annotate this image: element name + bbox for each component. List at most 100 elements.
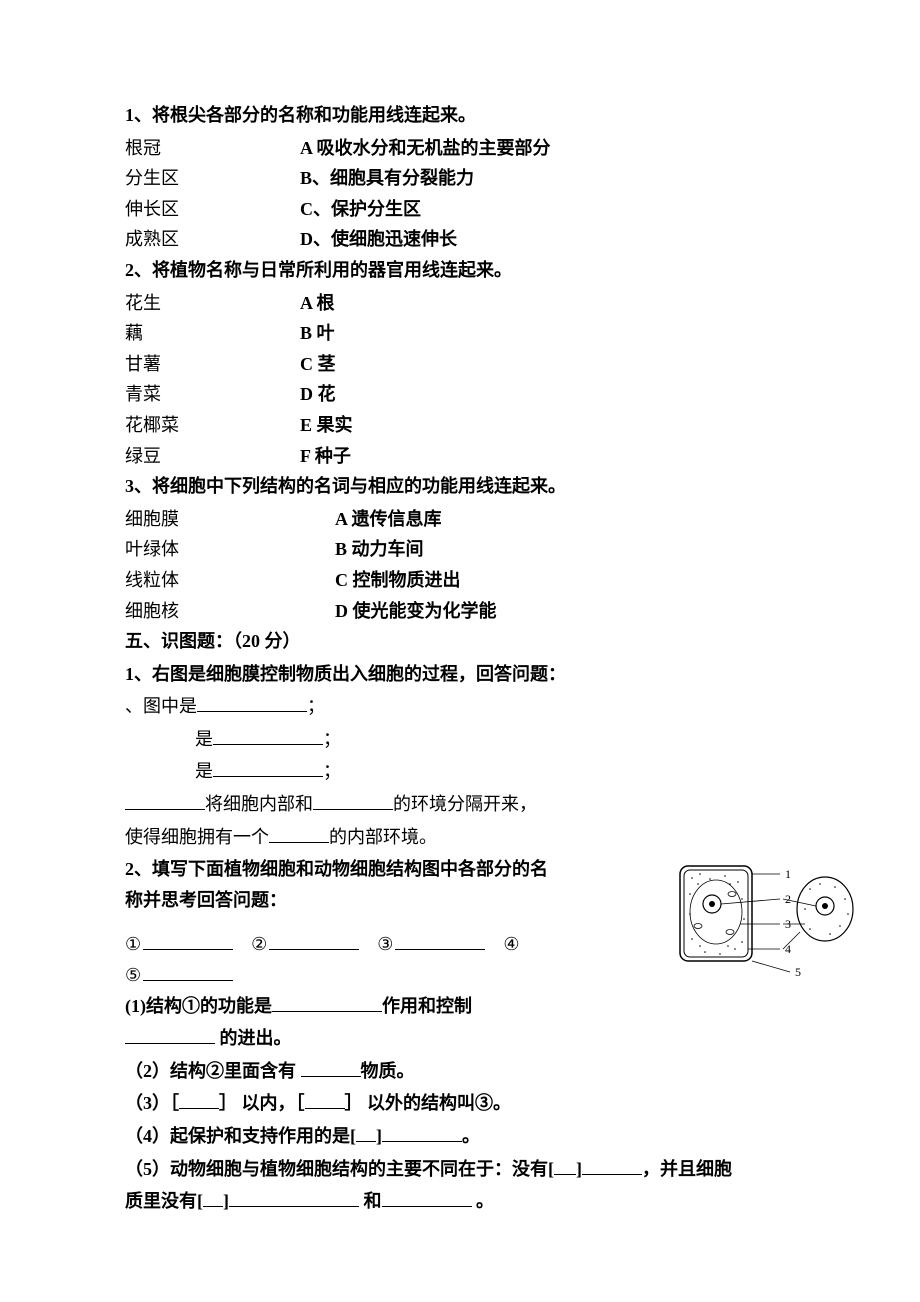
q1-right-2: C、保护分生区 <box>300 194 795 225</box>
label-2: 2 <box>785 892 791 906</box>
blank-field[interactable] <box>382 1124 462 1142</box>
q2-left-0: 花生 <box>125 288 300 319</box>
diag1-line2: 是； <box>125 724 795 755</box>
diag1-part2c: 使得细胞拥有一个 <box>125 827 269 847</box>
diag1-line1-b: 是 <box>179 696 197 716</box>
q2-right-2: C 茎 <box>300 349 795 380</box>
blank-field[interactable] <box>213 759 323 777</box>
label-3: 3 <box>785 917 791 931</box>
blank-field[interactable] <box>143 932 233 950</box>
blank-field[interactable] <box>125 792 205 810</box>
diag2-sub1-line2: 的进出。 <box>125 1023 795 1054</box>
diag2-sub4c: 。 <box>462 1126 480 1146</box>
circled-3: ③ <box>377 929 393 960</box>
blank-field[interactable] <box>213 727 323 745</box>
q2-right-0: A 根 <box>300 288 795 319</box>
q1-left-0: 根冠 <box>125 133 300 164</box>
diag2-sub5d: 质里没有[ <box>125 1191 203 1211</box>
q1-row-2: 伸长区 C、保护分生区 <box>125 194 795 225</box>
cell-diagram-svg: 1 2 3 4 5 <box>670 854 870 989</box>
blank-field[interactable] <box>313 792 393 810</box>
q1-row-3: 成熟区 D、使细胞迅速伸长 <box>125 224 795 255</box>
diag2-sub5g: 。 <box>472 1191 495 1211</box>
q3-right-2: C 控制物质进出 <box>335 565 795 596</box>
label-1: 1 <box>785 867 791 881</box>
q3-right-1: B 动力车间 <box>335 534 795 565</box>
diag2-sub3a: （3）［ <box>125 1093 179 1113</box>
semicolon: ； <box>323 729 341 749</box>
circled-2: ② <box>251 929 267 960</box>
q1-right-3: D、使细胞迅速伸长 <box>300 224 795 255</box>
diag1-part2b: 的环境分隔开来， <box>393 794 537 814</box>
q1-right-1: B、细胞具有分裂能力 <box>300 163 795 194</box>
circled-4: ④ <box>503 929 519 960</box>
circled-5: ⑤ <box>125 960 141 991</box>
q3-row-3: 细胞核 D 使光能变为化学能 <box>125 596 795 627</box>
q3-row-2: 线粒体 C 控制物质进出 <box>125 565 795 596</box>
q3-right-3: D 使光能变为化学能 <box>335 596 795 627</box>
blank-field[interactable] <box>269 932 359 950</box>
circled-1: ① <box>125 929 141 960</box>
diag2-sub3c: ］ 以外的结构叫③。 <box>345 1093 512 1113</box>
q3-right-0: A 遗传信息库 <box>335 504 795 535</box>
q1-row-1: 分生区 B、细胞具有分裂能力 <box>125 163 795 194</box>
diag2-sub1b: 作用和控制 <box>382 996 472 1016</box>
blank-field[interactable] <box>305 1091 345 1109</box>
blank-field[interactable] <box>395 932 485 950</box>
q2-left-4: 花椰菜 <box>125 410 300 441</box>
q2-left-5: 绿豆 <box>125 441 300 472</box>
blank-field[interactable] <box>301 1059 361 1077</box>
diag2-sub5-line2: 质里没有[] 和 。 <box>125 1186 795 1217</box>
label-5: 5 <box>795 965 801 979</box>
blank-field[interactable] <box>382 1189 472 1207</box>
blank-field[interactable] <box>356 1124 376 1142</box>
q2-row-4: 花椰菜 E 果实 <box>125 410 795 441</box>
diag2-sub5-line1: （5）动物细胞与植物细胞结构的主要不同在于：没有[]，并且细胞 <box>125 1154 795 1185</box>
diag1-title: 1、右图是细胞膜控制物质出入细胞的过程，回答问题： <box>125 659 795 690</box>
blank-field[interactable] <box>203 1189 223 1207</box>
blank-field[interactable] <box>179 1091 219 1109</box>
blank-field[interactable] <box>582 1157 642 1175</box>
blank-field[interactable] <box>269 825 329 843</box>
diag2-sub4: （4）起保护和支持作用的是[]。 <box>125 1121 795 1152</box>
q2-row-3: 青菜 D 花 <box>125 379 795 410</box>
semicolon: ； <box>307 696 325 716</box>
q1-left-1: 分生区 <box>125 163 300 194</box>
q2-right-5: F 种子 <box>300 441 795 472</box>
diag2-sub4a: （4）起保护和支持作用的是[ <box>125 1126 356 1146</box>
blank-field[interactable] <box>272 994 382 1012</box>
q2-left-3: 青菜 <box>125 379 300 410</box>
q3-left-3: 细胞核 <box>125 596 335 627</box>
q2-right-4: E 果实 <box>300 410 795 441</box>
cell-diagram: 1 2 3 4 5 <box>670 854 870 999</box>
q3-row-1: 叶绿体 B 动力车间 <box>125 534 795 565</box>
diag2-sub2b: 物质。 <box>361 1061 415 1081</box>
q2-title: 2、将植物名称与日常所利用的器官用线连起来。 <box>125 255 795 286</box>
q1-title: 1、将根尖各部分的名称和功能用线连起来。 <box>125 100 795 131</box>
diag1-line3-text: 是 <box>195 761 213 781</box>
diag2-sub3b: ］ 以内，［ <box>219 1093 305 1113</box>
q1-right-0: A 吸收水分和无机盐的主要部分 <box>300 133 795 164</box>
diag2-sub5a: （5）动物细胞与植物细胞结构的主要不同在于：没有[ <box>125 1159 554 1179</box>
q1-left-3: 成熟区 <box>125 224 300 255</box>
section5-title: 五、识图题：（20 分） <box>125 626 795 657</box>
blank-field[interactable] <box>143 963 233 981</box>
diag2-sub2: （2）结构②里面含有 物质。 <box>125 1056 795 1087</box>
q2-right-1: B 叶 <box>300 318 795 349</box>
blank-field[interactable] <box>554 1157 576 1175</box>
diag1-line1: 、图中是； <box>125 691 795 722</box>
q3-left-1: 叶绿体 <box>125 534 335 565</box>
blank-field[interactable] <box>197 694 307 712</box>
label-4: 4 <box>785 942 791 956</box>
blank-field[interactable] <box>125 1026 215 1044</box>
blank-field[interactable] <box>229 1189 359 1207</box>
diag1-part2a: 将细胞内部和 <box>205 794 313 814</box>
diag1-part2d: 的内部环境。 <box>329 827 437 847</box>
q2-left-2: 甘薯 <box>125 349 300 380</box>
q2-right-3: D 花 <box>300 379 795 410</box>
q2-row-1: 藕 B 叶 <box>125 318 795 349</box>
diag1-line3: 是； <box>125 756 795 787</box>
q3-title: 3、将细胞中下列结构的名词与相应的功能用线连起来。 <box>125 471 795 502</box>
semicolon: ； <box>323 761 341 781</box>
diag2-sub5f: 和 <box>359 1191 382 1211</box>
